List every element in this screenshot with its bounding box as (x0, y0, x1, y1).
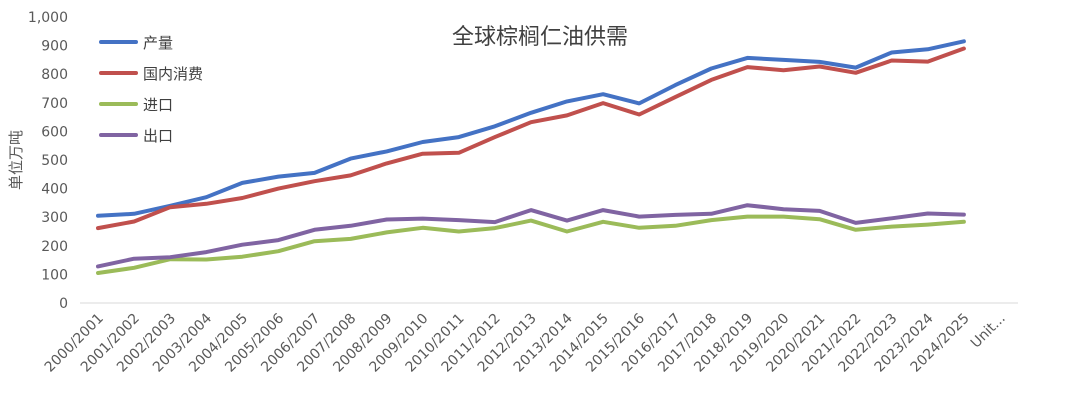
y-tick-label: 200 (41, 239, 68, 255)
legend-label: 进口 (143, 96, 173, 114)
legend-label: 国内消费 (143, 65, 203, 83)
x-axis-ticks: 2000/20012001/20022002/20032003/20042004… (42, 310, 1009, 375)
chart-title: 全球棕榈仁油供需 (452, 25, 628, 50)
y-tick-label: 800 (41, 67, 68, 83)
series-line-3 (96, 203, 966, 269)
legend-label: 产量 (143, 34, 173, 52)
y-tick-label: 600 (41, 124, 68, 140)
y-tick-label: 500 (41, 153, 68, 169)
series-lines (96, 39, 966, 275)
y-tick-label: 400 (41, 182, 68, 198)
y-tick-label: 1,000 (28, 10, 68, 26)
series-line-2 (96, 214, 966, 275)
y-tick-label: 300 (41, 210, 68, 226)
y-tick-label: 100 (41, 267, 68, 283)
y-tick-label: 900 (41, 39, 68, 55)
series-line-0 (96, 39, 966, 218)
y-tick-label: 700 (41, 96, 68, 112)
y-axis-ticks: 0 100 200 300 400 500 600 700 800 900 1,000 (28, 10, 68, 312)
y-tick-label: 0 (59, 296, 68, 312)
series-line-1 (96, 46, 966, 231)
x-tick-label: Unit... (968, 311, 1009, 352)
y-axis-label: 单位万吨 (7, 130, 25, 190)
legend-label: 出口 (143, 127, 173, 145)
